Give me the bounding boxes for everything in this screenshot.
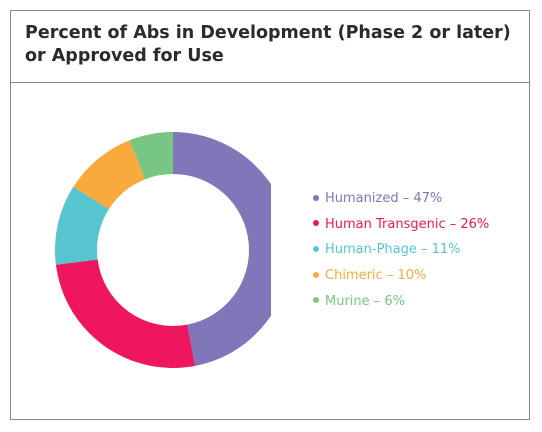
legend-item-human-transgenic: Human Transgenic – 26% [313, 212, 489, 238]
legend-marker [313, 245, 319, 252]
legend-marker [313, 297, 319, 304]
chart-legend: Humanized – 47% Human Transgenic – 26% H… [313, 186, 489, 314]
donut-chart [55, 132, 271, 368]
donut-slice-humanized [173, 132, 271, 366]
legend-label: Chimeric – 10% [325, 268, 427, 284]
legend-marker [313, 271, 319, 278]
legend-label: Humanized – 47% [325, 191, 443, 206]
donut-slice-murine [129, 132, 173, 180]
legend-marker [313, 220, 319, 227]
legend-item-human-phage: Human-Phage – 11% [313, 237, 489, 263]
legend-label: Human-Phage – 11% [325, 242, 461, 258]
legend-marker [313, 194, 319, 201]
chart-card: Percent of Abs in Development (Phase 2 o… [10, 10, 530, 420]
donut-slice-chimeric [73, 140, 146, 210]
legend-item-murine: Murine – 6% [313, 289, 489, 315]
legend-item-humanized: Humanized – 47% [313, 186, 489, 212]
chart-area: Humanized – 47% Human Transgenic – 26% H… [11, 83, 531, 421]
chart-title: Percent of Abs in Development (Phase 2 o… [25, 23, 511, 66]
legend-label: Human Transgenic – 26% [325, 216, 490, 232]
chart-header: Percent of Abs in Development (Phase 2 o… [11, 11, 529, 83]
legend-label: Murine – 6% [325, 293, 406, 309]
donut-slice-human-transgenic [55, 259, 196, 368]
donut-slice-human-phage [55, 186, 109, 265]
legend-item-chimeric: Chimeric – 10% [313, 263, 489, 289]
